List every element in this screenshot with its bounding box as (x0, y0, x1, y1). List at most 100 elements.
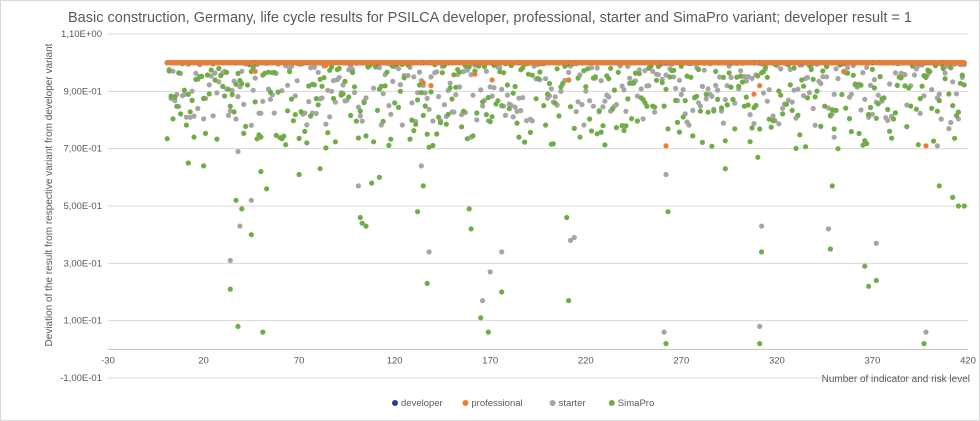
starter-point (757, 323, 763, 329)
simapro-point (550, 141, 556, 147)
simapro-point (661, 103, 667, 109)
starter-point (313, 110, 319, 117)
starter-point (917, 110, 923, 116)
y-axis-title: Deviation of the result from respective … (44, 43, 55, 346)
starter-point (864, 64, 870, 71)
simapro-point (478, 315, 484, 321)
simapro-point (342, 78, 348, 84)
simapro-point (867, 104, 874, 111)
starter-point (428, 74, 434, 80)
simapro-point (392, 100, 398, 106)
starter-point (201, 116, 207, 122)
simapro-point (822, 103, 828, 109)
simapro-point (564, 214, 570, 221)
simapro-point (753, 102, 759, 109)
simapro-point (722, 166, 728, 172)
simapro-point (940, 65, 946, 72)
simapro-point (556, 113, 562, 119)
starter-point (386, 103, 392, 109)
simapro-point (869, 66, 876, 72)
starter-point (308, 65, 314, 71)
simapro-point (697, 108, 704, 114)
simapro-point (887, 128, 893, 134)
starter-point (193, 70, 199, 76)
starter-point (355, 104, 361, 110)
chart-title: Basic construction, Germany, life cycle … (68, 10, 912, 26)
starter-point (760, 90, 767, 96)
simapro-point (946, 91, 952, 97)
simapro-point (787, 82, 793, 88)
simapro-point (631, 80, 637, 86)
professional-series (164, 60, 967, 149)
simapro-point (623, 123, 629, 129)
simapro-point (609, 106, 616, 112)
starter-point (206, 82, 212, 88)
starter-point (491, 85, 497, 91)
simapro-point (827, 112, 834, 118)
simapro-point (755, 154, 761, 160)
simapro-point (516, 134, 522, 140)
simapro-point (283, 142, 289, 148)
simapro-point (950, 103, 956, 109)
simapro-point (304, 140, 310, 146)
starter-point (936, 91, 942, 97)
starter-point (887, 81, 893, 87)
starter-point (422, 90, 428, 96)
starter-point (697, 103, 704, 109)
simapro-point (395, 104, 402, 110)
y-tick-label: 1,00E-01 (63, 316, 102, 327)
starter-point (336, 74, 342, 81)
professional-point (938, 60, 944, 66)
simapro-point (537, 69, 543, 75)
starter-point (950, 79, 956, 85)
legend: developer professional starter SimaPro (392, 398, 654, 409)
simapro-point (619, 123, 625, 129)
simapro-point (621, 127, 627, 134)
simapro-point (636, 71, 642, 77)
simapro-point (613, 125, 620, 131)
simapro-point (875, 101, 881, 107)
simapro-point (223, 69, 230, 75)
starter-point (518, 108, 524, 114)
simapro-point (514, 120, 520, 126)
starter-point (388, 111, 394, 117)
starter-point (587, 98, 593, 104)
starter-point (825, 226, 832, 232)
starter-point (567, 237, 574, 243)
simapro-point (952, 135, 958, 141)
simapro-point (302, 128, 308, 134)
starter-point (191, 113, 197, 119)
simapro-point (474, 110, 480, 116)
simapro-point (353, 118, 359, 124)
starter-point (703, 96, 709, 102)
simapro-point (489, 114, 495, 120)
simapro-point (231, 109, 237, 115)
professional-point (867, 60, 874, 66)
simapro-point (363, 133, 369, 139)
simapro-point (833, 107, 839, 113)
starter-point (399, 122, 405, 128)
simapro-point (522, 139, 528, 145)
simapro-point (843, 105, 849, 111)
simapro-point (292, 112, 298, 118)
x-tick-label: -30 (101, 355, 115, 366)
simapro-point (239, 81, 245, 87)
starter-point (504, 92, 510, 98)
simapro-point (313, 96, 319, 102)
professional-point (426, 60, 432, 66)
simapro-point (856, 130, 862, 137)
simapro-point (846, 116, 853, 122)
simapro-point (543, 122, 549, 128)
starter-point (892, 70, 899, 76)
starter-point (329, 88, 335, 94)
simapro-point (388, 136, 394, 142)
simapro-point (468, 226, 474, 232)
starter-point (867, 82, 874, 88)
starter-point (728, 74, 734, 80)
simapro-point (703, 91, 709, 97)
starter-point (655, 72, 662, 78)
simapro-point (545, 91, 551, 97)
starter-point (759, 223, 765, 229)
x-tick-label: 20 (198, 355, 209, 366)
simapro-point (453, 84, 459, 90)
